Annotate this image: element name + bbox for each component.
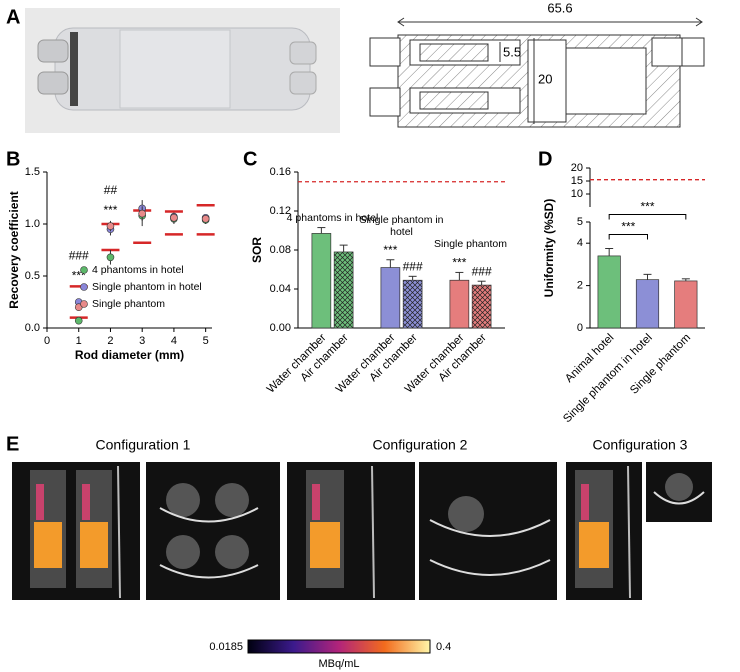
legend-label: Single phantom in hotel — [92, 281, 202, 293]
dimension-label: 65.6 — [547, 0, 572, 15]
y-tick-label: 0 — [577, 322, 583, 334]
y-tick-label: 0.08 — [270, 244, 291, 256]
y-tick-label: 10 — [571, 188, 583, 200]
pet-images — [12, 462, 712, 600]
bar — [674, 280, 698, 329]
data-point — [138, 209, 146, 218]
y-tick-label: 20 — [571, 162, 583, 174]
significance-label: *** — [621, 220, 635, 234]
bar — [449, 279, 470, 329]
group-label: Single phantom in hotel — [359, 213, 444, 238]
panel-letter: E — [6, 433, 19, 455]
y-tick-label: 0.16 — [270, 166, 291, 178]
legend-marker — [80, 283, 88, 291]
y-tick-label: 0.12 — [270, 205, 291, 217]
legend-marker — [80, 300, 88, 308]
y-tick-label: 5 — [577, 216, 583, 228]
comparison-bracket — [608, 234, 648, 240]
x-tick-label: 5 — [203, 335, 209, 347]
configuration-title: Configuration 3 — [593, 437, 688, 453]
phantom-photo — [25, 8, 340, 133]
significance-label: *** — [383, 243, 397, 257]
y-tick-label: 0.5 — [25, 270, 40, 282]
colorbar — [247, 639, 431, 654]
legend-marker — [80, 266, 88, 274]
significance-label: ### — [69, 249, 89, 263]
x-tick-label: 4 — [171, 335, 177, 347]
group-label-box: Single phantom — [434, 238, 507, 251]
significance-label: *** — [452, 256, 466, 270]
panel-letter: C — [243, 148, 257, 170]
bar — [471, 284, 492, 329]
y-tick-label: 4 — [577, 237, 583, 249]
dimension-label: 5.5 — [503, 44, 521, 59]
y-tick-label: 2 — [577, 280, 583, 292]
significance-label: ### — [472, 264, 492, 278]
panel-letter: A — [6, 6, 20, 28]
colorbar-max: 0.4 — [436, 641, 451, 653]
legend-label: Single phantom — [92, 298, 165, 310]
bar — [402, 279, 423, 329]
y-tick-label: 1.5 — [25, 166, 40, 178]
y-axis-label: Recovery coefficient — [7, 191, 21, 308]
data-point — [170, 213, 178, 222]
data-point — [201, 215, 210, 223]
legend-label: 4 phantoms in hotel — [92, 264, 184, 276]
data-point — [106, 253, 115, 262]
group-label: Single phantom — [434, 238, 507, 251]
panel-letter: B — [6, 148, 20, 170]
y-tick-label: 0.0 — [25, 322, 40, 334]
bar — [597, 255, 621, 329]
phantom-schematic — [369, 17, 705, 128]
significance-label: ## — [104, 183, 118, 197]
bar — [635, 279, 660, 329]
significance-label: *** — [640, 200, 654, 214]
y-tick-label: 1.0 — [25, 218, 40, 230]
comparison-bracket — [608, 214, 687, 220]
x-tick-label: 0 — [44, 335, 50, 347]
bar — [333, 251, 354, 329]
y-tick-label: 15 — [571, 175, 583, 187]
colorbar-label: MBq/mL — [319, 658, 360, 670]
x-axis-label: Rod diameter (mm) — [75, 348, 184, 362]
x-tick-label: 1 — [76, 335, 82, 347]
y-axis-label: Uniformity (%SD) — [542, 199, 556, 298]
group-label: 4 phantoms in hotel — [286, 211, 379, 224]
panel-letter: D — [538, 148, 552, 170]
colorbar-min: 0.0185 — [209, 641, 243, 653]
configuration-title: Configuration 2 — [373, 437, 468, 453]
bar — [311, 233, 332, 329]
group-label-box: Single phantom in hotel — [359, 213, 444, 238]
y-tick-label: 0.04 — [270, 283, 291, 295]
bar — [380, 267, 401, 329]
x-tick-label: 2 — [107, 335, 113, 347]
configuration-title: Configuration 1 — [96, 437, 191, 453]
data-point — [74, 316, 83, 325]
significance-label: ### — [403, 259, 423, 273]
significance-label: *** — [103, 203, 117, 217]
data-point — [106, 222, 115, 230]
dimension-label: 20 — [538, 71, 552, 86]
x-tick-label: 3 — [139, 335, 145, 347]
y-axis-label: SOR — [250, 237, 264, 263]
y-tick-label: 0.00 — [270, 322, 291, 334]
group-label-box: 4 phantoms in hotel — [286, 211, 379, 224]
